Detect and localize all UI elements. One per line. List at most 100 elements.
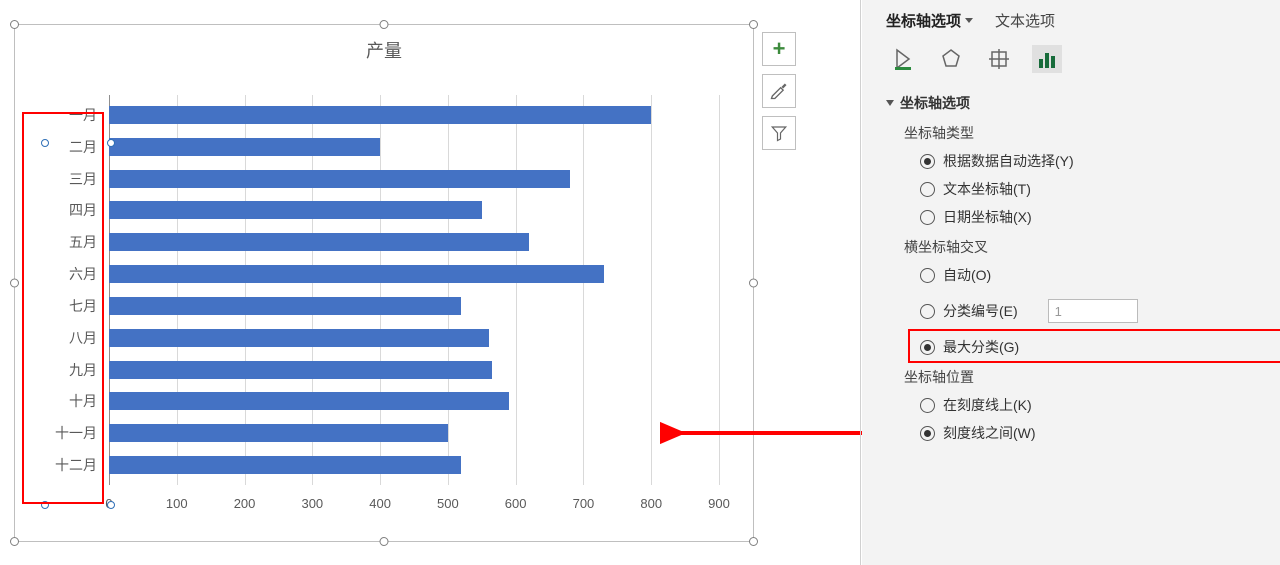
radio-category-number[interactable]: 分类编号(E) bbox=[920, 301, 1018, 321]
bar[interactable] bbox=[109, 201, 482, 219]
x-tick-label: 900 bbox=[708, 496, 730, 511]
y-axis-label: 五月 bbox=[25, 233, 105, 251]
tab-label: 文本选项 bbox=[995, 10, 1055, 31]
y-axis-label: 八月 bbox=[25, 329, 105, 347]
radio-text-axis[interactable]: 文本坐标轴(T) bbox=[920, 179, 1268, 199]
bar-series[interactable] bbox=[109, 95, 719, 485]
resize-handle[interactable] bbox=[10, 537, 19, 546]
resize-handle[interactable] bbox=[749, 537, 758, 546]
y-axis-label: 三月 bbox=[25, 170, 105, 188]
radio-auto-cross[interactable]: 自动(O) bbox=[920, 265, 1268, 285]
label-axis-position: 坐标轴位置 bbox=[904, 367, 1268, 387]
gridline bbox=[719, 95, 720, 485]
x-tick-label: 800 bbox=[640, 496, 662, 511]
tab-label: 坐标轴选项 bbox=[886, 10, 961, 31]
axis-sel-dot bbox=[107, 501, 115, 509]
radio-label: 文本坐标轴(T) bbox=[943, 179, 1031, 199]
y-axis-label: 七月 bbox=[25, 297, 105, 315]
pane-icon-tabs bbox=[886, 45, 1268, 73]
radio-icon bbox=[920, 268, 935, 283]
radio-label: 分类编号(E) bbox=[943, 301, 1018, 321]
bar[interactable] bbox=[109, 424, 448, 442]
brush-icon bbox=[769, 81, 789, 101]
radio-icon bbox=[920, 340, 935, 355]
radio-label: 最大分类(G) bbox=[943, 337, 1019, 357]
bar[interactable] bbox=[109, 170, 570, 188]
bar[interactable] bbox=[109, 456, 461, 474]
plus-icon: + bbox=[773, 36, 786, 62]
radio-between-tick[interactable]: 刻度线之间(W) bbox=[920, 423, 1268, 443]
axis-sel-dot bbox=[107, 139, 115, 147]
y-axis-label: 四月 bbox=[25, 201, 105, 219]
x-tick-label: 500 bbox=[437, 496, 459, 511]
radio-icon bbox=[920, 210, 935, 225]
bar[interactable] bbox=[109, 329, 489, 347]
chevron-down-icon bbox=[965, 18, 973, 23]
plot-area[interactable]: 0100200300400500600700800900 bbox=[109, 95, 719, 515]
x-tick-label: 700 bbox=[573, 496, 595, 511]
radio-icon bbox=[920, 154, 935, 169]
radio-icon bbox=[920, 398, 935, 413]
radio-label: 日期坐标轴(X) bbox=[943, 207, 1032, 227]
radio-label: 在刻度线上(K) bbox=[943, 395, 1032, 415]
x-tick-label: 200 bbox=[234, 496, 256, 511]
chart-title[interactable]: 产量 bbox=[15, 25, 753, 69]
radio-max-category[interactable]: 最大分类(G) bbox=[920, 337, 1268, 357]
chart-styles-button[interactable] bbox=[762, 74, 796, 108]
effects-icon[interactable] bbox=[936, 45, 966, 73]
radio-icon bbox=[920, 426, 935, 441]
format-axis-pane: 坐标轴选项 文本选项 坐标轴选项 坐标轴类型 根据数据自动选择(Y) bbox=[862, 0, 1280, 565]
resize-handle[interactable] bbox=[749, 279, 758, 288]
radio-label: 自动(O) bbox=[943, 265, 991, 285]
y-axis-label: 六月 bbox=[25, 265, 105, 283]
label-axis-type: 坐标轴类型 bbox=[904, 123, 1268, 143]
chart-side-buttons: + bbox=[762, 32, 796, 150]
tab-text-options[interactable]: 文本选项 bbox=[995, 10, 1055, 31]
resize-handle[interactable] bbox=[10, 20, 19, 29]
section-header[interactable]: 坐标轴选项 bbox=[886, 93, 1268, 113]
section-title: 坐标轴选项 bbox=[900, 93, 970, 113]
x-tick-label: 600 bbox=[505, 496, 527, 511]
resize-handle[interactable] bbox=[10, 279, 19, 288]
category-number-input[interactable]: 1 bbox=[1048, 299, 1138, 323]
axis-sel-dot bbox=[41, 501, 49, 509]
y-axis-label: 一月 bbox=[25, 106, 105, 124]
label-horiz-cross: 横坐标轴交叉 bbox=[904, 237, 1268, 257]
chevron-down-icon bbox=[886, 100, 894, 106]
radio-label: 根据数据自动选择(Y) bbox=[943, 151, 1074, 171]
chart-container[interactable]: 产量 一月二月三月四月五月六月七月八月九月十月十一月十二月 0100200300… bbox=[14, 24, 754, 542]
x-tick-label: 100 bbox=[166, 496, 188, 511]
radio-date-axis[interactable]: 日期坐标轴(X) bbox=[920, 207, 1268, 227]
funnel-icon bbox=[770, 124, 788, 142]
y-axis-label: 十一月 bbox=[25, 424, 105, 442]
axis-sel-dot bbox=[41, 139, 49, 147]
section-axis-options: 坐标轴选项 坐标轴类型 根据数据自动选择(Y) 文本坐标轴(T) 日期坐标轴(X… bbox=[886, 93, 1268, 443]
x-tick-label: 400 bbox=[369, 496, 391, 511]
axis-options-icon[interactable] bbox=[1032, 45, 1062, 73]
radio-on-tick[interactable]: 在刻度线上(K) bbox=[920, 395, 1268, 415]
bar[interactable] bbox=[109, 265, 604, 283]
chart-filter-button[interactable] bbox=[762, 116, 796, 150]
pane-tab-row: 坐标轴选项 文本选项 bbox=[886, 10, 1268, 31]
y-axis-label: 十月 bbox=[25, 392, 105, 410]
radio-auto-by-data[interactable]: 根据数据自动选择(Y) bbox=[920, 151, 1268, 171]
y-axis-label: 九月 bbox=[25, 361, 105, 379]
bar[interactable] bbox=[109, 106, 651, 124]
y-axis-label: 十二月 bbox=[25, 456, 105, 474]
tab-axis-options[interactable]: 坐标轴选项 bbox=[886, 10, 973, 31]
bar[interactable] bbox=[109, 392, 509, 410]
resize-handle[interactable] bbox=[380, 537, 389, 546]
chart-elements-button[interactable]: + bbox=[762, 32, 796, 66]
bar[interactable] bbox=[109, 233, 529, 251]
pane-divider bbox=[860, 0, 861, 565]
resize-handle[interactable] bbox=[749, 20, 758, 29]
y-axis-label: 二月 bbox=[25, 138, 105, 156]
bar[interactable] bbox=[109, 297, 461, 315]
size-properties-icon[interactable] bbox=[984, 45, 1014, 73]
y-axis-labels[interactable]: 一月二月三月四月五月六月七月八月九月十月十一月十二月 bbox=[25, 95, 105, 485]
bar[interactable] bbox=[109, 361, 492, 379]
resize-handle[interactable] bbox=[380, 20, 389, 29]
radio-icon bbox=[920, 182, 935, 197]
fill-line-icon[interactable] bbox=[888, 45, 918, 73]
bar[interactable] bbox=[109, 138, 380, 156]
